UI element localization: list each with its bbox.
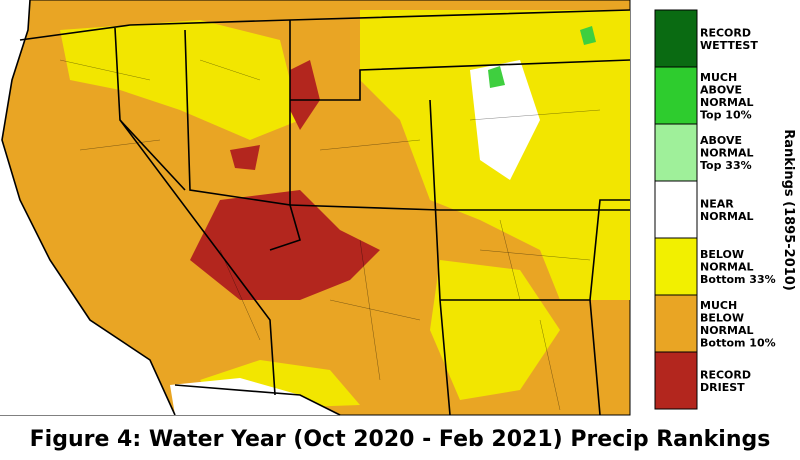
legend-label: RECORD (700, 368, 751, 381)
ocean (0, 0, 175, 415)
legend-label: NORMAL (700, 96, 754, 109)
above-normal-region (580, 26, 596, 45)
legend-label: ABOVE (700, 134, 742, 147)
legend-swatch (654, 66, 698, 125)
legend-label: WETTEST (700, 39, 758, 52)
legend-label: Top 33% (700, 159, 752, 172)
yellow-region (430, 260, 560, 400)
legend-label: MUCH (700, 299, 737, 312)
yellow-region (60, 20, 300, 140)
legend-label: DRIEST (700, 381, 745, 394)
legend: Rankings (1895-2010) RECORDWETTESTMUCHAB… (654, 9, 796, 410)
legend-label: NEAR (700, 197, 734, 210)
legend-swatch (654, 237, 698, 296)
legend-label: RECORD (700, 26, 751, 39)
legend-label: Top 10% (700, 108, 752, 121)
record-driest-region (230, 145, 260, 170)
legend-label: BELOW (700, 311, 744, 324)
legend-label: NORMAL (700, 261, 754, 274)
county-borders (59, 59, 601, 411)
legend-label: ABOVE (700, 83, 742, 96)
legend-swatch (654, 351, 698, 410)
record-driest-region (290, 60, 320, 130)
near-normal-region (470, 60, 540, 180)
above-normal-region (488, 66, 505, 88)
legend-label: MUCH (700, 71, 737, 84)
legend-label: NORMAL (700, 210, 754, 223)
legend-title: Rankings (1895-2010) (781, 129, 796, 291)
legend-label: Bottom 10% (700, 336, 776, 349)
map (0, 0, 631, 416)
legend-swatch (654, 123, 698, 182)
state-borders (1, 0, 631, 416)
legend-label: BELOW (700, 248, 744, 261)
legend-label: NORMAL (700, 147, 754, 160)
caption: Figure 4: Water Year (Oct 2020 - Feb 202… (30, 427, 771, 452)
legend-label: Bottom 33% (700, 273, 776, 286)
legend-swatch (654, 294, 698, 353)
legend-label: NORMAL (700, 324, 754, 337)
legend-swatch (654, 180, 698, 239)
legend-swatch (654, 9, 698, 68)
